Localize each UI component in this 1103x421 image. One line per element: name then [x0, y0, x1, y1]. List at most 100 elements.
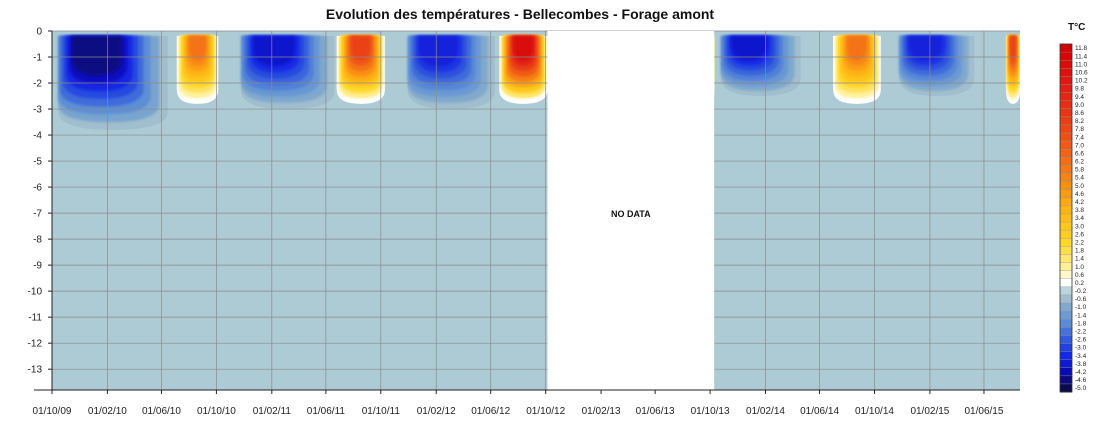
x-tick-label: 01/06/14	[800, 406, 839, 417]
colorbar-swatch	[1060, 375, 1072, 385]
colorbar-swatch	[1060, 92, 1072, 102]
colorbar-swatch	[1060, 84, 1072, 94]
colorbar-tick-label: 4.6	[1075, 191, 1084, 198]
colorbar-tick-label: -5.0	[1075, 385, 1087, 392]
colorbar-tick-label: -0.6	[1075, 296, 1087, 303]
colorbar-tick-label: -0.2	[1075, 288, 1087, 295]
colorbar-swatch	[1060, 197, 1072, 207]
colorbar-tick-label: 7.4	[1075, 134, 1084, 141]
colorbar-tick-label: 1.8	[1075, 248, 1084, 255]
y-tick-label: -7	[33, 209, 42, 220]
warm-season-5	[833, 36, 881, 104]
colorbar-swatch	[1060, 100, 1072, 110]
colorbar-tick-label: -2.6	[1075, 337, 1087, 344]
colorbar-tick-label: -1.4	[1075, 312, 1087, 319]
colorbar-tick-label: 3.0	[1075, 223, 1084, 230]
colorbar-swatch	[1060, 173, 1072, 183]
colorbar-swatch	[1060, 359, 1072, 369]
y-tick-label: -4	[33, 131, 42, 142]
y-tick-label: -8	[33, 235, 42, 246]
chart-title: Evolution des températures - Bellecombes…	[325, 6, 715, 22]
colorbar-swatch	[1060, 189, 1072, 199]
colorbar-tick-label: 11.8	[1075, 45, 1088, 52]
colorbar-tick-label: 11.4	[1075, 53, 1088, 60]
colorbar-tick-label: 0.2	[1075, 280, 1084, 287]
x-tick-label: 01/10/11	[362, 406, 401, 417]
colorbar-tick-label: 5.8	[1075, 167, 1084, 174]
colorbar-swatch	[1060, 52, 1072, 61]
x-tick-label: 01/10/10	[197, 406, 236, 417]
colorbar-swatch	[1060, 302, 1072, 312]
colorbar-tick-label: 0.6	[1075, 272, 1084, 279]
colorbar-swatch	[1060, 367, 1072, 377]
colorbar-swatch	[1060, 254, 1072, 264]
colorbar-tick-label: 8.6	[1075, 110, 1084, 117]
x-tick-label: 01/06/11	[307, 406, 346, 417]
x-tick-label: 01/10/09	[33, 406, 72, 417]
warm-season-2	[336, 36, 385, 104]
x-tick-label: 01/06/13	[636, 406, 675, 417]
colorbar-swatch	[1060, 205, 1072, 215]
colorbar-swatch	[1060, 157, 1072, 166]
y-tick-label: -1	[33, 53, 42, 64]
y-tick-label: -2	[33, 79, 42, 90]
cold-season-3	[407, 36, 495, 110]
x-tick-label: 01/06/12	[471, 406, 510, 417]
warm-season-3	[499, 36, 548, 104]
colorbar-tick-label: -4.6	[1075, 377, 1087, 384]
colorbar-tick-label: 9.8	[1075, 86, 1084, 93]
colorbar-swatch	[1060, 116, 1072, 126]
no-data-label: NO DATA	[611, 209, 651, 219]
colorbar-swatch	[1060, 383, 1072, 393]
colorbar-swatch	[1060, 270, 1072, 280]
colorbar-tick-label: 10.2	[1075, 78, 1088, 85]
colorbar: 11.811.411.010.610.29.89.49.08.68.27.87.…	[1059, 43, 1088, 393]
colorbar-swatch	[1060, 294, 1072, 304]
y-tick-label: -5	[33, 157, 42, 168]
colorbar-tick-label: 1.0	[1075, 264, 1084, 271]
colorbar-tick-label: 10.6	[1075, 70, 1088, 77]
x-tick-label: 01/06/15	[964, 406, 1003, 417]
colorbar-tick-label: -1.0	[1075, 304, 1087, 311]
colorbar-tick-label: -3.4	[1075, 353, 1087, 360]
x-tick-label: 01/02/12	[417, 406, 456, 417]
x-tick-label: 01/02/14	[746, 406, 785, 417]
x-tick-label: 01/06/10	[142, 406, 181, 417]
colorbar-swatch	[1060, 335, 1072, 344]
y-tick-label: -13	[28, 365, 43, 376]
colorbar-tick-label: -3.0	[1075, 345, 1087, 352]
cold-season-4	[720, 36, 801, 97]
colorbar-tick-label: 4.2	[1075, 199, 1084, 206]
y-tick-label: -6	[33, 183, 42, 194]
colorbar-tick-label: 3.8	[1075, 207, 1084, 214]
colorbar-swatch	[1060, 230, 1072, 239]
colorbar-swatch	[1060, 222, 1072, 231]
colorbar-swatch	[1060, 133, 1072, 142]
colorbar-swatch	[1060, 351, 1072, 361]
colorbar-swatch	[1060, 141, 1072, 150]
grid-lines	[51, 30, 1020, 390]
cold-season-5	[899, 36, 975, 97]
cold-season-2	[241, 36, 335, 110]
colorbar-swatch	[1060, 278, 1072, 288]
colorbar-tick-label: 2.2	[1075, 239, 1084, 246]
colorbar-tick-label: 9.4	[1075, 94, 1084, 101]
x-tick-label: 01/10/14	[855, 406, 894, 417]
colorbar-swatch	[1060, 262, 1072, 272]
colorbar-tick-label: 6.2	[1075, 159, 1084, 166]
colorbar-swatch	[1060, 311, 1072, 320]
colorbar-swatch	[1060, 44, 1072, 53]
colorbar-swatch	[1060, 68, 1072, 77]
colorbar-tick-label: -2.2	[1075, 329, 1087, 336]
y-tick-label: -11	[28, 313, 42, 324]
colorbar-tick-label: 11.0	[1075, 61, 1088, 68]
colorbar-tick-label: 6.6	[1075, 150, 1084, 157]
x-tick-label: 01/02/13	[582, 406, 621, 417]
colorbar-tick-label: 9.0	[1075, 102, 1084, 109]
colorbar-tick-label: 2.6	[1075, 231, 1084, 238]
colorbar-tick-label: 5.0	[1075, 183, 1084, 190]
y-tick-label: 0	[36, 27, 42, 38]
colorbar-tick-label: 8.2	[1075, 118, 1084, 125]
colorbar-swatch	[1060, 165, 1072, 174]
